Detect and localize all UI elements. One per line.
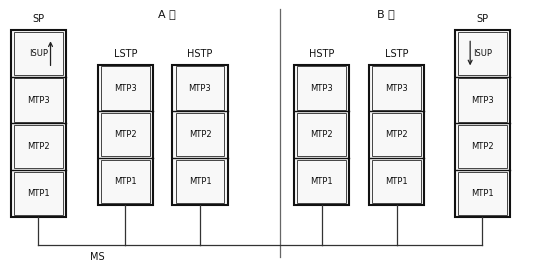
Text: MTP2: MTP2: [385, 130, 408, 139]
Text: ISUP: ISUP: [473, 49, 492, 58]
Text: MTP3: MTP3: [27, 95, 50, 105]
Bar: [372, 66, 421, 110]
Text: LSTP: LSTP: [385, 49, 408, 59]
Bar: [372, 160, 421, 203]
Bar: [14, 125, 63, 168]
Bar: [458, 172, 507, 215]
Bar: [14, 172, 63, 215]
Text: A 省: A 省: [158, 9, 175, 19]
Text: MTP1: MTP1: [385, 177, 408, 186]
Text: MTP3: MTP3: [310, 84, 333, 92]
Bar: [14, 32, 63, 75]
Bar: [101, 160, 150, 203]
Bar: [14, 78, 63, 122]
Bar: [372, 113, 421, 157]
Bar: [175, 66, 224, 110]
Text: HSTP: HSTP: [309, 49, 335, 59]
Bar: [455, 30, 510, 217]
Text: MTP1: MTP1: [310, 177, 333, 186]
Text: MTP1: MTP1: [471, 189, 493, 198]
Text: MS: MS: [90, 252, 105, 262]
Text: MTP2: MTP2: [310, 130, 333, 139]
Bar: [175, 160, 224, 203]
Bar: [175, 113, 224, 157]
Text: MTP3: MTP3: [471, 95, 494, 105]
Bar: [101, 66, 150, 110]
Text: MTP2: MTP2: [27, 142, 49, 151]
Text: MTP2: MTP2: [471, 142, 493, 151]
Text: LSTP: LSTP: [114, 49, 137, 59]
Text: SP: SP: [32, 14, 44, 24]
Bar: [101, 113, 150, 157]
Text: MTP3: MTP3: [385, 84, 408, 92]
Bar: [458, 32, 507, 75]
Text: ISUP: ISUP: [29, 49, 48, 58]
Bar: [458, 125, 507, 168]
Bar: [297, 66, 346, 110]
Text: MTP1: MTP1: [114, 177, 137, 186]
Bar: [297, 113, 346, 157]
Text: MTP1: MTP1: [27, 189, 49, 198]
Bar: [11, 30, 66, 217]
Text: MTP1: MTP1: [189, 177, 211, 186]
Text: MTP2: MTP2: [189, 130, 211, 139]
Bar: [98, 65, 153, 205]
Text: HSTP: HSTP: [187, 49, 213, 59]
Text: MTP2: MTP2: [114, 130, 137, 139]
Text: SP: SP: [476, 14, 488, 24]
Text: B 省: B 省: [377, 9, 395, 19]
Text: MTP3: MTP3: [189, 84, 211, 92]
Bar: [458, 78, 507, 122]
Bar: [294, 65, 350, 205]
Text: MTP3: MTP3: [114, 84, 137, 92]
Bar: [369, 65, 424, 205]
Bar: [297, 160, 346, 203]
Bar: [172, 65, 228, 205]
